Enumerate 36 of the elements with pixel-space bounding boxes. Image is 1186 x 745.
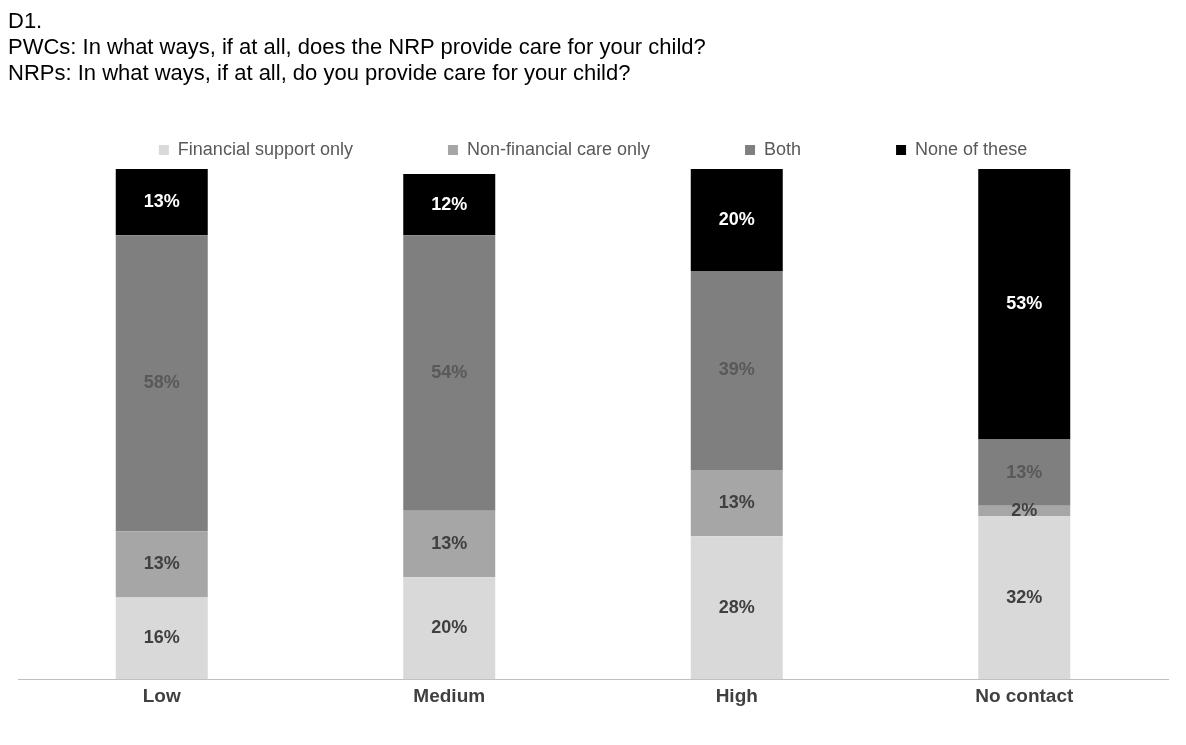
legend-label: Financial support only <box>177 138 353 159</box>
data-label: 20% <box>718 208 755 229</box>
legend-label: None of these <box>915 138 1028 159</box>
bar <box>690 271 783 471</box>
bar <box>978 169 1071 440</box>
data-label: 13% <box>143 553 180 574</box>
bar <box>115 235 208 532</box>
bar <box>690 470 783 537</box>
x-tick-label: Low <box>142 684 181 706</box>
bar <box>403 235 496 511</box>
bar <box>690 536 783 680</box>
data-label: 13% <box>718 492 755 513</box>
bar <box>115 531 208 598</box>
legend-label: Non-financial care only <box>466 138 651 159</box>
data-label: 32% <box>1006 586 1043 607</box>
data-label: 12% <box>431 193 468 214</box>
legend-label: Both <box>764 138 802 159</box>
data-label: 28% <box>718 596 755 617</box>
x-tick-label: Medium <box>413 684 486 706</box>
bar <box>403 174 496 236</box>
bar <box>978 515 1071 680</box>
data-label: 13% <box>143 191 180 212</box>
chart-title: D1. <box>8 8 44 34</box>
data-label: 53% <box>1006 293 1043 314</box>
data-label: 2% <box>1011 499 1038 520</box>
bar <box>115 597 208 680</box>
bar <box>403 510 496 578</box>
data-label: 16% <box>143 627 180 648</box>
bar <box>403 577 496 680</box>
data-label: 13% <box>431 532 468 553</box>
bar <box>690 169 783 272</box>
bar <box>115 169 208 236</box>
chart-subtitle: PWCs: In what ways, if at all, does the NRP provide care for your child? NRPs: In what ways, if at all, do you provide care for your child? <box>8 34 707 86</box>
x-tick-label: High <box>715 684 758 706</box>
x-tick-label: No contact <box>975 684 1074 706</box>
data-label: 20% <box>431 617 468 638</box>
